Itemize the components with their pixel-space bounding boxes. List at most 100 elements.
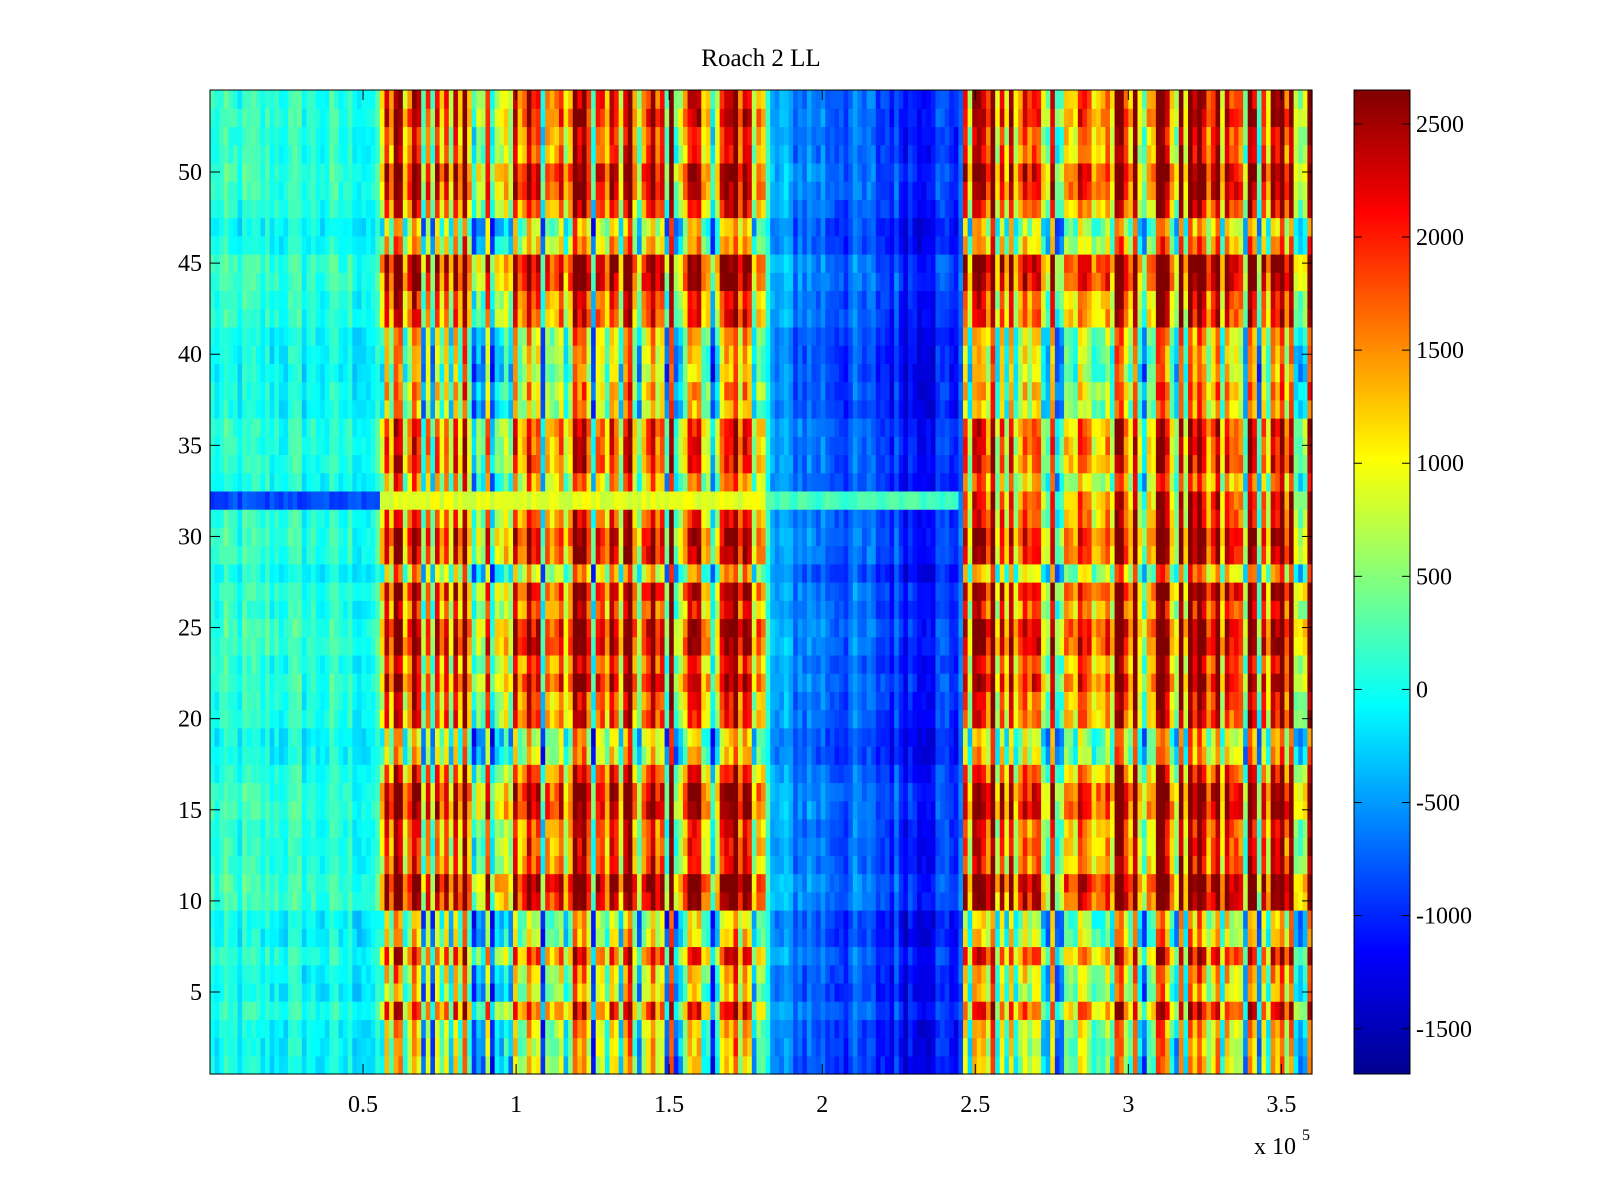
heatmap-cell (609, 1019, 615, 1039)
heatmap-cell (223, 764, 229, 784)
heatmap-cell (1142, 782, 1148, 802)
heatmap-cell (237, 982, 243, 1002)
heatmap-cell (595, 1019, 601, 1039)
heatmap-cell (1142, 818, 1148, 838)
heatmap-cell (1270, 873, 1276, 893)
heatmap-cell (930, 891, 937, 911)
heatmap-cell (793, 964, 799, 984)
heatmap-cell (600, 709, 606, 729)
heatmap-cell (246, 964, 252, 984)
heatmap-cell (1050, 1037, 1056, 1057)
heatmap-cell (816, 1055, 822, 1075)
heatmap-cell (407, 1037, 413, 1057)
heatmap-cell (650, 818, 656, 838)
heatmap-cell (347, 691, 353, 711)
heatmap-cell (407, 691, 413, 711)
heatmap-cell (1275, 764, 1281, 784)
heatmap-cell (912, 928, 918, 948)
heatmap-cell (1155, 928, 1162, 948)
heatmap-cell (967, 782, 973, 802)
heatmap-cell (292, 837, 298, 856)
heatmap-cell (806, 891, 813, 911)
heatmap-cell (623, 928, 629, 948)
heatmap-cell (246, 855, 252, 875)
heatmap-cell (591, 1037, 597, 1057)
heatmap-cell (228, 691, 234, 711)
heatmap-cell (1109, 764, 1116, 784)
heatmap-cell (471, 691, 477, 711)
heatmap-cell (462, 1001, 468, 1020)
heatmap-cell (558, 1001, 565, 1020)
heatmap-cell (522, 1019, 528, 1039)
heatmap-cell (884, 1019, 891, 1039)
heatmap-cell (366, 837, 372, 856)
heatmap-cell (434, 1019, 441, 1039)
heatmap-cell (816, 800, 822, 820)
heatmap-cell (232, 964, 239, 984)
heatmap-cell (513, 964, 519, 984)
heatmap-cell (536, 1037, 542, 1057)
heatmap-cell (806, 837, 813, 856)
heatmap-cell (375, 928, 381, 948)
heatmap-cell (1100, 855, 1106, 875)
heatmap-cell (600, 964, 606, 984)
heatmap-cell (379, 855, 386, 875)
heatmap-cell (880, 691, 886, 711)
heatmap-cell (618, 891, 624, 911)
heatmap-cell (774, 1019, 780, 1039)
heatmap-cell (1243, 764, 1249, 784)
heatmap-cell (1123, 910, 1129, 929)
heatmap-cell (407, 800, 413, 820)
heatmap-cell (352, 855, 358, 875)
heatmap-cell (549, 818, 555, 838)
heatmap-cell (609, 764, 615, 784)
heatmap-cell (1137, 782, 1143, 802)
heatmap-cell (990, 709, 996, 729)
heatmap-cell (278, 727, 285, 747)
heatmap-cell (724, 855, 730, 875)
heatmap-cell (1243, 782, 1249, 802)
heatmap-cell (586, 964, 592, 984)
heatmap-cell (545, 982, 551, 1002)
heatmap-cell (944, 946, 950, 966)
heatmap-cell (816, 727, 822, 747)
heatmap-cell (650, 691, 656, 711)
heatmap-cell (820, 873, 826, 893)
heatmap-cell (448, 709, 454, 729)
heatmap-cell (907, 709, 914, 729)
heatmap-cell (1201, 782, 1207, 802)
heatmap-cell (705, 1019, 712, 1039)
heatmap-cell (673, 818, 679, 838)
heatmap-cell (765, 982, 771, 1002)
heatmap-cell (839, 1055, 845, 1075)
heatmap-cell (1261, 709, 1267, 729)
heatmap-cell (972, 709, 978, 729)
heatmap-cell (554, 764, 560, 784)
heatmap-cell (356, 727, 363, 747)
heatmap-cell (1206, 727, 1212, 747)
heatmap-cell (214, 764, 220, 784)
heatmap-cell (724, 1019, 730, 1039)
heatmap-cell (536, 855, 542, 875)
heatmap-cell (430, 1055, 436, 1075)
heatmap-cell (655, 1055, 661, 1075)
heatmap-cell (1243, 910, 1249, 929)
heatmap-cell (829, 928, 836, 948)
heatmap-cell (967, 746, 973, 765)
heatmap-cell (288, 837, 294, 856)
heatmap-cell (1031, 910, 1038, 929)
heatmap-cell (715, 764, 721, 784)
heatmap-cell (857, 1001, 863, 1020)
heatmap-cell (949, 891, 955, 911)
heatmap-cell (1224, 928, 1230, 948)
heatmap-cell (963, 746, 969, 765)
heatmap-cell (1068, 764, 1074, 784)
heatmap-cell (1261, 873, 1267, 893)
heatmap-cell (862, 928, 868, 948)
heatmap-cell (687, 1019, 693, 1039)
heatmap-cell (1091, 1019, 1097, 1039)
heatmap-cell (577, 709, 583, 729)
heatmap-cell (820, 764, 826, 784)
heatmap-cell (393, 891, 399, 911)
heatmap-cell (210, 727, 216, 747)
